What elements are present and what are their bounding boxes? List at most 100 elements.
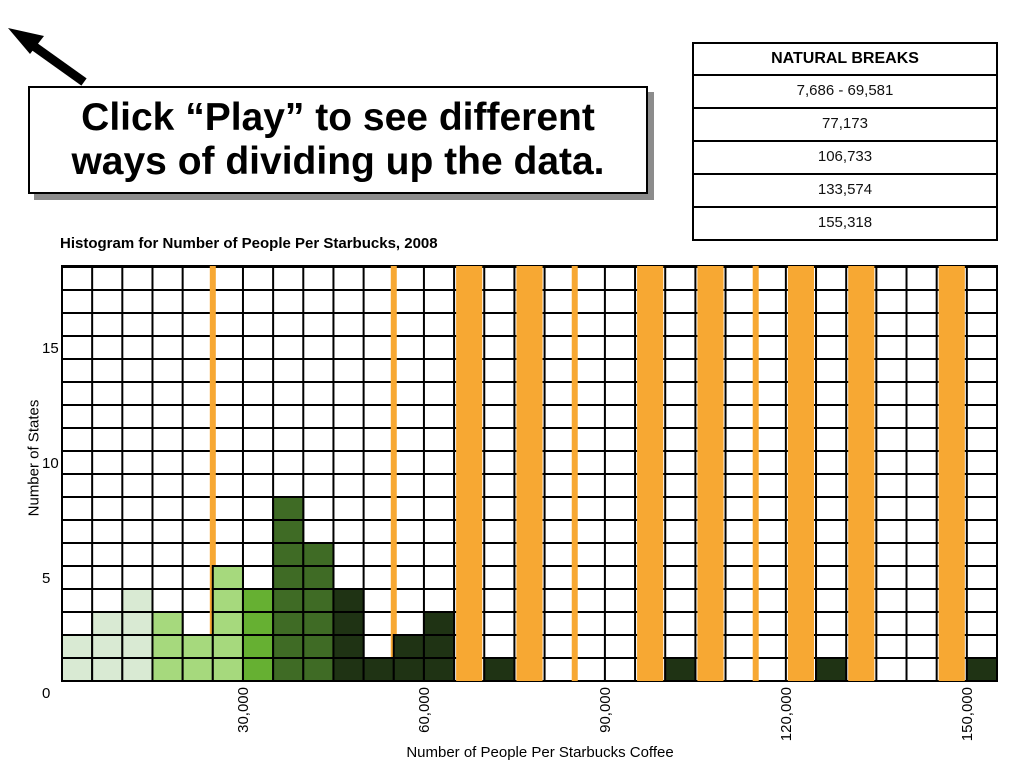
bar-cell [332,634,365,659]
bar-cell [121,657,154,682]
bar-cell [61,634,94,659]
natural-break-band [787,266,815,681]
y-tick-label: 0 [42,685,50,702]
bar-cell [121,588,154,613]
bar-cell [664,657,697,682]
bar-cell [241,588,275,613]
histogram-bar [211,565,244,682]
callout-line-2: ways of dividing up the data. [71,140,605,183]
legend-item: 133,574 [692,175,998,208]
bar-cell [151,611,184,636]
bar-cell [302,657,335,682]
histogram-bar [664,657,697,682]
natural-break-band [697,266,724,681]
bar-cell [272,519,305,544]
legend-title: NATURAL BREAKS [692,42,998,76]
bar-cell [151,657,184,682]
axis-ticks: 30,000 60,000 90,000 120,000 150,000 0 5 10 15 [42,340,976,741]
bar-cell [272,496,305,521]
bar-cell [422,611,456,636]
bar-cell [121,634,154,659]
bar-cell [211,588,244,613]
histogram-bar [91,611,124,682]
bar-cell [272,588,305,613]
callout-line-1: Click “Play” to see different [81,96,595,139]
bar-cell [302,565,335,590]
bar-cell [91,634,124,659]
histogram-bar [61,634,94,682]
bar-cell [241,611,275,636]
natural-break-band [637,266,664,681]
x-tick-label: 120,000 [778,687,795,741]
natural-break-line [390,266,397,681]
bar-cell [151,634,184,659]
natural-break-line [571,266,578,681]
histogram-bar [392,634,425,682]
y-tick-label: 5 [42,570,50,587]
x-tick-label: 60,000 [416,687,433,733]
natural-break-band [516,266,543,681]
histogram-bar [815,657,848,682]
bar-cell [121,611,154,636]
histogram-bar [121,588,154,682]
natural-break-line [752,266,759,681]
x-tick-label: 150,000 [959,687,976,741]
natural-break-band [848,266,875,681]
bar-cell [483,657,516,682]
histogram-bar [422,611,456,682]
bar-cell [332,657,365,682]
bar-cell [272,542,305,567]
bar-cell [241,657,275,682]
bar-cell [211,565,244,590]
legend-item: 106,733 [692,142,998,175]
bar-cell [302,588,335,613]
x-axis-label: Number of People Per Starbucks Coffee [406,744,674,761]
histogram-bar [181,634,214,682]
x-tick-label: 90,000 [597,687,614,733]
bar-cell [211,611,244,636]
bar-cell [362,657,395,682]
legend-item: 77,173 [692,109,998,142]
y-axis-label: Number of States [25,399,43,517]
legend-panel: NATURAL BREAKS 7,686 - 69,581 77,173 106… [692,42,998,241]
natural-break-line [209,266,216,681]
bar-cell [272,565,305,590]
histogram-bar [332,588,365,682]
bar-cell [422,657,456,682]
bar-cell [392,634,425,659]
break-lines [209,266,965,681]
bar-cell [332,611,365,636]
bar-cell [272,657,305,682]
bar-cell [302,611,335,636]
histogram-bar [151,611,184,682]
legend-item: 155,318 [692,208,998,241]
natural-break-band [456,266,483,681]
bar-cell [422,634,456,659]
bar-cell [332,588,365,613]
histogram-bar [272,496,305,682]
bar-cell [61,657,94,682]
histogram-bar [362,657,395,682]
chart-title: Histogram for Number of People Per Starb… [60,235,438,252]
bar-cell [302,634,335,659]
histogram-bar [965,657,998,682]
histogram-bar [241,588,275,682]
histogram-bars [61,496,998,682]
histogram-bar [483,657,516,682]
bar-cell [91,611,124,636]
play-instruction-callout: Click “Play” to see different ways of di… [28,86,648,194]
arrow-pointer-icon [8,28,87,86]
bar-cell [272,634,305,659]
legend-item: 7,686 - 69,581 [692,76,998,109]
bar-cell [211,634,244,659]
bar-cell [181,634,214,659]
bar-cell [272,611,305,636]
bar-cell [392,657,425,682]
bar-cell [965,657,998,682]
bar-cell [815,657,848,682]
bar-cell [302,542,335,567]
bar-cell [181,657,214,682]
y-tick-label: 10 [42,455,59,472]
bar-cell [241,634,275,659]
